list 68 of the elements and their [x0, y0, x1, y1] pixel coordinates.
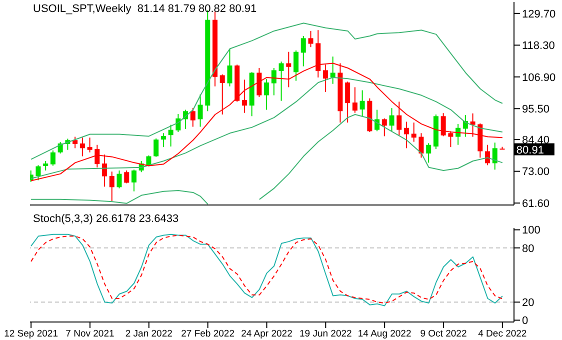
- candlestick: [396, 101, 402, 136]
- candlestick: [404, 121, 409, 149]
- candlestick: [256, 67, 262, 98]
- candlestick: [418, 132, 424, 158]
- candlestick: [271, 67, 276, 96]
- chart-title: Stoch(5,3,3) 26.6178 23.6433: [33, 213, 179, 225]
- candlestick: [87, 137, 92, 153]
- y-tick-label: 95.50: [522, 104, 550, 116]
- x-tick-label: 4 Dec 2022: [478, 328, 527, 340]
- x-tick-label: 24 Apr 2022: [241, 328, 292, 340]
- x-tick-label: 7 Nov 2021: [66, 328, 114, 340]
- candlestick: [308, 30, 314, 48]
- y-tick-label: 61.60: [522, 198, 550, 210]
- candlestick: [220, 74, 225, 115]
- candlestick: [168, 124, 174, 148]
- candlestick: [426, 142, 432, 164]
- y-tick-label: 0: [522, 315, 528, 328]
- candlestick: [109, 171, 114, 202]
- candlestick: [154, 138, 159, 158]
- x-tick-label: 14 Aug 2022: [358, 328, 412, 340]
- candlestick: [294, 50, 299, 82]
- x-tick-label: 2 Jan 2022: [125, 328, 172, 340]
- y-tick-label: 84.40: [522, 134, 550, 146]
- candlestick: [389, 108, 394, 132]
- candlestick: [470, 112, 476, 138]
- candlestick: [448, 130, 454, 148]
- candlestick: [352, 86, 358, 114]
- candlestick: [176, 113, 181, 133]
- candlestick: [160, 132, 166, 148]
- candlestick: [43, 160, 48, 171]
- candlestick: [382, 118, 387, 137]
- y-tick-label: 118.30: [522, 40, 555, 52]
- candlestick: [198, 94, 203, 128]
- x-tick-label: 19 Jun 2022: [300, 328, 352, 340]
- candlestick: [264, 78, 270, 110]
- candlestick: [116, 170, 122, 189]
- candlestick: [440, 112, 446, 137]
- candlestick: [94, 144, 100, 168]
- candlestick: [278, 61, 284, 102]
- candlestick: [146, 154, 152, 167]
- candlestick: [72, 136, 78, 149]
- x-tick-label: 9 Oct 2022: [420, 328, 467, 340]
- y-tick-label: 100: [522, 224, 540, 237]
- y-tick-label: 80: [522, 242, 534, 255]
- candlestick: [124, 170, 130, 184]
- candlestick: [492, 142, 498, 170]
- y-tick-label: 73.00: [522, 166, 550, 178]
- y-tick-label: 106.90: [522, 72, 556, 84]
- x-tick-label: 12 Sep 2021: [4, 328, 58, 340]
- candlestick: [131, 169, 136, 192]
- y-tick-label: 20: [522, 297, 534, 310]
- candlestick: [300, 35, 306, 67]
- candlestick: [80, 137, 85, 157]
- candlestick: [227, 48, 232, 87]
- candlestick: [242, 79, 247, 114]
- candlestick: [50, 150, 56, 166]
- chart-title: USOIL_SPT,Weekly 81.14 81.79 80.82 80.91: [33, 3, 257, 15]
- candlestick: [374, 109, 380, 132]
- candlestick: [345, 81, 350, 124]
- candlestick: [360, 90, 365, 117]
- y-tick-label: 129.70: [522, 8, 556, 20]
- candlestick: [411, 122, 416, 142]
- candlestick: [190, 108, 196, 128]
- candlestick: [330, 56, 336, 84]
- annotation: 80.91: [516, 144, 544, 156]
- line-series: [30, 22, 503, 160]
- x-tick-label: 27 Feb 2022: [181, 328, 234, 340]
- candlestick: [36, 164, 41, 181]
